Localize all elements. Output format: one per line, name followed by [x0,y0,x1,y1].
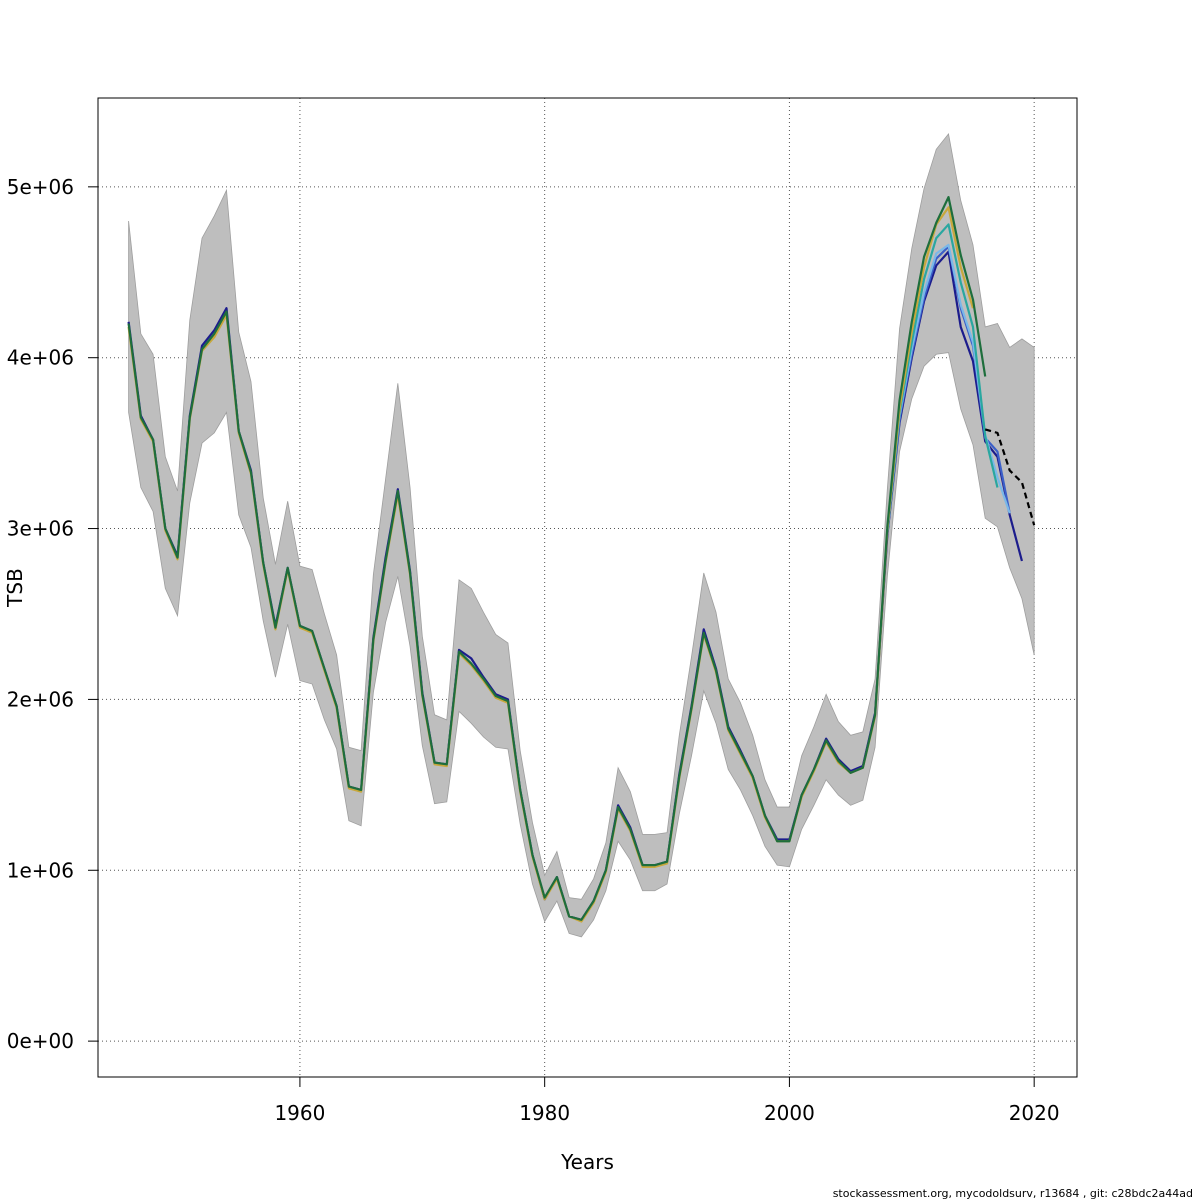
y-axis: 0e+00 1e+06 2e+06 3e+06 4e+06 5e+06 [7,175,98,1053]
y-tick-label: 2e+06 [7,687,74,711]
plot-frame [97,97,1078,1078]
series-line-6 [127,195,987,921]
y-tick-label: 1e+06 [7,858,74,882]
y-tick-label: 0e+00 [7,1029,74,1053]
y-axis-title: TSB [3,568,27,608]
y-tick-label: 4e+06 [7,346,74,370]
confidence-band [128,132,1035,938]
x-tick-label: 2020 [1009,1101,1060,1125]
footer-credit: stockassessment.org, mycodoldsurv, r1368… [833,1187,1193,1200]
x-axis: 1960 1980 2000 2020 [274,1077,1060,1125]
series-line-7 [984,428,1036,526]
y-tick-label: 5e+06 [7,175,74,199]
y-tick-label: 3e+06 [7,517,74,541]
confidence-band-layer [128,132,1035,938]
x-axis-title: Years [560,1150,614,1174]
x-tick-label: 1960 [274,1101,325,1125]
series-layer [127,195,1036,923]
x-tick-label: 2000 [764,1101,815,1125]
x-tick-label: 1980 [519,1101,570,1125]
